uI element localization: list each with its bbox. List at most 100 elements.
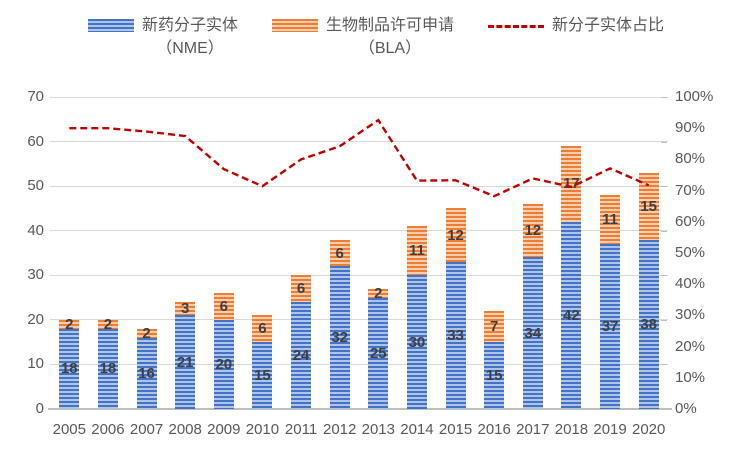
bar-segment-bla: 6 xyxy=(252,315,273,343)
bar-segment-bla: 12 xyxy=(522,203,543,258)
bar-group-2014: 30 11 xyxy=(406,97,427,409)
x-axis-label: 2018 xyxy=(554,421,589,438)
bar-segment-nme: 34 xyxy=(522,257,543,409)
data-label-bla: 6 xyxy=(335,244,344,262)
right-axis-tick xyxy=(661,186,667,188)
legend-label-bla-line2: （BLA） xyxy=(358,40,422,57)
data-label-nme: 20 xyxy=(215,355,233,373)
bar-segment-nme: 16 xyxy=(136,337,157,409)
bar-segment-nme: 18 xyxy=(97,328,118,409)
bar-segment-nme: 37 xyxy=(600,244,621,409)
ratio-line-layer xyxy=(69,118,650,198)
bar-segment-nme: 15 xyxy=(484,342,505,409)
x-axis-label: 2007 xyxy=(129,421,164,438)
y-axis-label-right: 50% xyxy=(675,244,706,261)
right-axis-tick xyxy=(661,97,667,98)
gridline xyxy=(50,363,668,365)
y-axis-label-right: 80% xyxy=(675,150,706,168)
data-label-bla: 2 xyxy=(374,284,383,302)
bar-segment-bla: 2 xyxy=(136,325,157,342)
data-label-nme: 42 xyxy=(563,306,580,324)
y-axis-label-right: 40% xyxy=(675,275,706,293)
data-label-nme: 21 xyxy=(176,353,194,371)
y-axis-label-left: 30 xyxy=(27,266,44,284)
bar-segment-bla: 11 xyxy=(600,195,621,245)
bar-segment-bla: 2 xyxy=(97,316,118,333)
y-axis-label-right: 100% xyxy=(675,88,714,105)
x-axis-label: 2010 xyxy=(245,421,280,438)
right-axis-tick xyxy=(661,230,667,232)
y-axis-label-left: 60 xyxy=(27,132,44,150)
legend-label-nme-line1: 新药分子实体 xyxy=(141,17,238,34)
x-axis-label: 2008 xyxy=(168,421,202,438)
x-axis-label: 2006 xyxy=(91,421,125,438)
bar-segment-bla: 11 xyxy=(406,226,427,276)
bar-segment-nme: 42 xyxy=(561,221,582,409)
ratio-dashed-line xyxy=(69,118,650,198)
plot-area: 18 2 18 2 16 2 21 3 20 6 15 6 24 6 32 6 25 2 30 11 33 12 15 7 34… xyxy=(48,96,672,410)
bar-segment-bla: 6 xyxy=(291,275,312,303)
ratio-dashed-line-swatch-icon xyxy=(488,25,544,28)
data-label-nme: 18 xyxy=(99,360,117,378)
bar-segment-bla: 3 xyxy=(175,300,196,317)
data-label-nme: 34 xyxy=(524,324,542,342)
bar-segment-bla: 17 xyxy=(561,146,582,222)
x-axis-label: 2017 xyxy=(516,421,550,438)
bar-segment-bla: 7 xyxy=(484,310,505,343)
bar-segment-nme: 15 xyxy=(252,342,273,409)
right-axis-tick xyxy=(661,409,667,410)
right-axis-tick xyxy=(661,275,667,277)
bar-group-2008: 21 3 xyxy=(175,97,196,409)
legend-label-ratio: 新分子实体占比 xyxy=(552,17,665,34)
legend-label-nme: 新药分子实体 （NME） xyxy=(142,14,238,60)
data-label-nme: 32 xyxy=(331,329,349,347)
x-axis-label: 2020 xyxy=(632,421,666,438)
data-label-nme: 16 xyxy=(138,364,155,382)
bar-group-2017: 34 12 xyxy=(522,97,543,409)
bar-group-2006: 18 2 xyxy=(97,97,118,409)
y-axis-label-right: 0% xyxy=(675,400,697,417)
bar-group-2012: 32 6 xyxy=(329,97,350,409)
gridline xyxy=(50,96,668,98)
gridline xyxy=(50,230,668,232)
bar-group-2016: 15 7 xyxy=(484,97,505,409)
data-label-bla: 12 xyxy=(524,222,542,240)
data-label-nme: 33 xyxy=(447,326,464,344)
data-label-nme: 15 xyxy=(254,367,271,385)
y-axis-label-left: 70 xyxy=(27,88,44,105)
bar-segment-nme: 20 xyxy=(213,319,234,409)
x-axis-label: 2009 xyxy=(207,421,241,438)
bar-segment-nme: 38 xyxy=(638,239,659,409)
data-label-bla: 6 xyxy=(258,320,267,338)
bar-segment-nme: 32 xyxy=(329,266,350,409)
bar-segment-nme: 24 xyxy=(291,302,312,409)
data-label-bla: 2 xyxy=(142,324,151,342)
data-label-nme: 30 xyxy=(408,333,426,351)
bar-group-2020: 38 15 xyxy=(638,97,659,409)
x-axis-label: 2005 xyxy=(52,421,86,438)
data-label-bla: 17 xyxy=(563,175,580,193)
bar-segment-bla: 6 xyxy=(329,239,350,267)
gridline xyxy=(50,319,668,321)
gridline xyxy=(50,185,668,187)
y-axis-label-right: 30% xyxy=(675,306,706,324)
bar-segment-nme: 30 xyxy=(406,275,427,409)
bar-segment-nme: 25 xyxy=(368,297,389,409)
bar-group-2013: 25 2 xyxy=(368,97,389,409)
y-axis-label-left: 50 xyxy=(27,177,44,195)
y-axis-label-right: 20% xyxy=(675,337,706,355)
x-axis-label: 2011 xyxy=(284,421,318,438)
bar-segment-nme: 18 xyxy=(59,328,80,409)
data-label-nme: 18 xyxy=(60,360,78,378)
bar-segment-bla: 12 xyxy=(445,208,466,262)
data-label-bla: 6 xyxy=(219,297,228,315)
bar-group-2007: 16 2 xyxy=(136,97,157,409)
gridline xyxy=(50,141,668,143)
legend-item-ratio: 新分子实体占比 xyxy=(488,14,664,37)
bar-segment-nme: 33 xyxy=(445,261,466,409)
bar-group-2009: 20 6 xyxy=(213,97,234,409)
data-label-bla: 7 xyxy=(490,318,499,336)
data-label-bla: 11 xyxy=(602,211,618,229)
bar-group-2005: 18 2 xyxy=(59,97,80,409)
